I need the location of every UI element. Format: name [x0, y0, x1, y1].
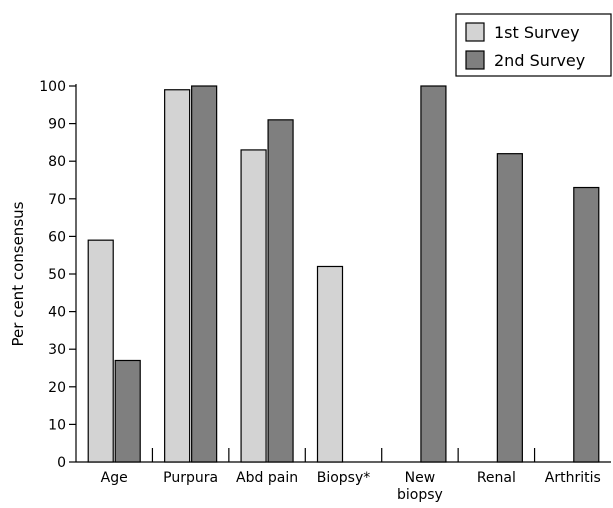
legend-swatch [465, 22, 485, 42]
legend-label: 1st Survey [494, 23, 580, 42]
y-tick-label: 70 [48, 192, 66, 208]
y-axis: 0 10 20 30 40 50 60 70 80 90 100 [39, 79, 77, 471]
y-tick-label: 80 [48, 154, 66, 170]
bar-survey-2 [573, 186, 600, 463]
bars [87, 85, 600, 463]
bar-survey-1 [240, 149, 267, 463]
x-category-label: Purpura [163, 470, 218, 486]
y-tick-label: 60 [48, 229, 66, 245]
x-category-label: Abd pain [236, 470, 298, 486]
x-category-label: biopsy [397, 487, 443, 503]
legend: 1st Survey 2nd Survey [455, 13, 612, 77]
x-category-label: Arthritis [545, 470, 601, 486]
bar-survey-1 [316, 265, 344, 463]
y-tick-label: 90 [48, 117, 66, 133]
bar-survey-1 [164, 89, 191, 463]
y-tick-label: 0 [57, 455, 66, 471]
x-category-label: New [405, 470, 436, 486]
x-category-label: Renal [477, 470, 516, 486]
bar-survey-2 [114, 359, 141, 463]
y-tick-label: 50 [48, 267, 66, 283]
bar-survey-2 [420, 85, 447, 463]
y-tick-label: 30 [48, 342, 66, 358]
y-tick-label: 100 [39, 79, 66, 95]
y-tick-label: 10 [48, 417, 66, 433]
bar-survey-2 [267, 119, 294, 463]
bar-survey-2 [496, 153, 523, 463]
bar-survey-2 [191, 85, 218, 463]
legend-frame [455, 13, 612, 77]
legend-label: 2nd Survey [494, 51, 585, 70]
x-category-label: Biopsy* [317, 470, 371, 486]
y-tick-label: 20 [48, 380, 66, 396]
y-tick-label: 40 [48, 305, 66, 321]
bar-survey-1 [87, 239, 114, 463]
x-category-label: Age [101, 470, 128, 486]
legend-swatch [465, 50, 485, 70]
y-axis-title: Per cent consensus [9, 201, 27, 346]
